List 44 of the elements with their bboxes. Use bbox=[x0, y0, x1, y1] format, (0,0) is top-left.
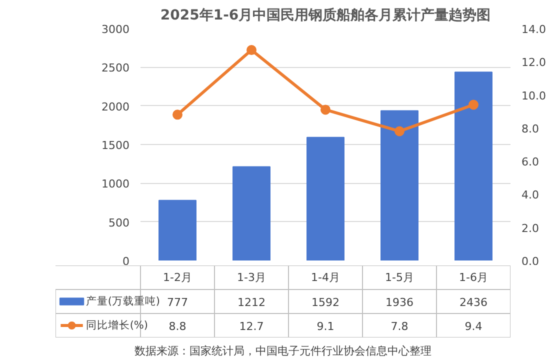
data-label: 2436 bbox=[460, 296, 488, 309]
x-tick-label: 1-5月 bbox=[385, 271, 414, 284]
y2-tick-label: 0.0 bbox=[522, 255, 539, 268]
source-note: 数据来源：国家统计局，中国电子元件行业协会信息中心整理 bbox=[134, 344, 432, 358]
y-tick-label: 0 bbox=[122, 255, 130, 268]
x-tick-label: 1-4月 bbox=[311, 271, 340, 284]
data-label: 9.1 bbox=[316, 320, 334, 333]
point bbox=[394, 126, 404, 136]
bar bbox=[380, 110, 418, 260]
y-tick-label: 1000 bbox=[102, 178, 130, 191]
bar bbox=[232, 166, 270, 260]
x-tick-label: 1-6月 bbox=[459, 271, 488, 284]
bar bbox=[306, 136, 344, 260]
y2-tick-label: 14.0 bbox=[522, 23, 546, 36]
y-tick-label: 1500 bbox=[102, 139, 130, 152]
chart-title: 2025年1-6月中国民用钢质船舶各月累计产量趋势图 bbox=[160, 6, 491, 24]
y-tick-label: 2000 bbox=[102, 100, 130, 114]
data-label: 9.4 bbox=[464, 320, 482, 333]
data-label: 8.8 bbox=[168, 320, 186, 333]
point bbox=[246, 45, 256, 56]
y-tick-label: 500 bbox=[108, 216, 130, 230]
data-label: 12.7 bbox=[239, 320, 264, 333]
data-label: 1936 bbox=[386, 296, 414, 309]
bar bbox=[454, 72, 492, 260]
y2-tick-label: 4.0 bbox=[522, 188, 539, 202]
y-tick-label: 2500 bbox=[102, 62, 130, 75]
point bbox=[320, 104, 330, 115]
legend-label: 产量(万载重吨) bbox=[86, 294, 160, 308]
data-label: 1592 bbox=[312, 296, 340, 309]
y2-tick-label: 8.0 bbox=[522, 122, 539, 136]
data-label: 777 bbox=[167, 296, 188, 309]
y2-tick-label: 10.0 bbox=[522, 89, 546, 102]
x-tick-label: 1-3月 bbox=[237, 271, 266, 284]
y2-tick-label: 6.0 bbox=[522, 156, 539, 169]
bar bbox=[158, 200, 196, 260]
y2-tick-label: 12.0 bbox=[522, 56, 546, 70]
legend-label: 同比增长(%) bbox=[86, 318, 148, 332]
data-label: 7.8 bbox=[390, 320, 408, 333]
data-label: 1212 bbox=[238, 296, 266, 309]
x-tick-label: 1-2月 bbox=[163, 271, 192, 284]
y-tick-label: 3000 bbox=[102, 23, 130, 36]
y2-tick-label: 2.0 bbox=[522, 222, 539, 235]
point bbox=[468, 100, 478, 110]
point bbox=[172, 110, 182, 120]
